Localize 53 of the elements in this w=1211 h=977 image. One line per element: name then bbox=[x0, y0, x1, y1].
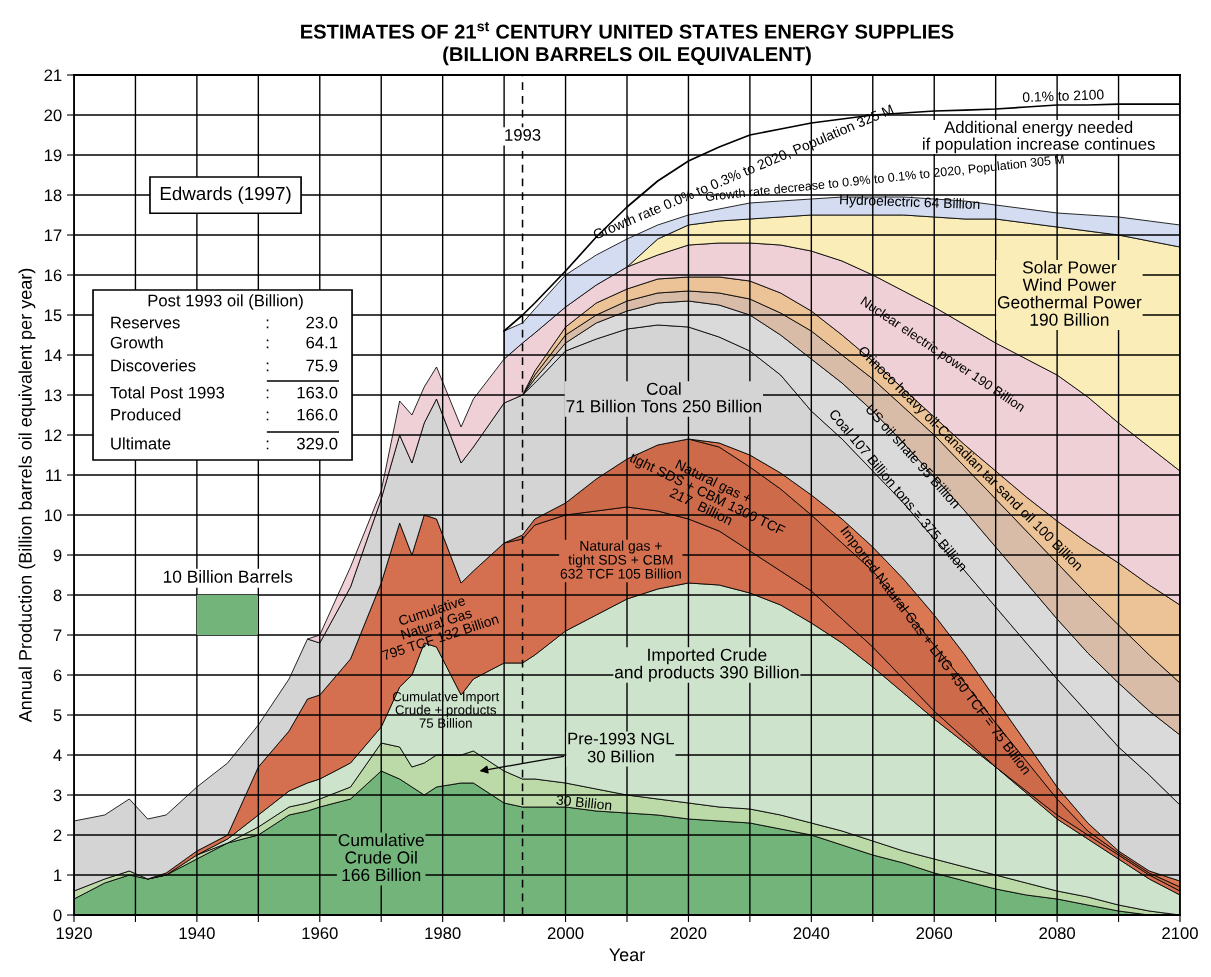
y-tick-label: 20 bbox=[44, 109, 62, 122]
annotation: Additional energy needed if population increase continues bbox=[923, 120, 1155, 154]
annotation: 10 Billion Barrels bbox=[163, 570, 293, 583]
annotation: Natural gas + tight SDS + CBM 632 TCF 105 Billion bbox=[560, 540, 681, 579]
y-tick-label: 3 bbox=[53, 789, 62, 802]
y-tick-label: 9 bbox=[53, 549, 62, 562]
annotation: Post 1993 oil (Billion) bbox=[148, 294, 303, 310]
text: Produced : 166.0 bbox=[111, 408, 338, 421]
y-tick-label: 18 bbox=[44, 189, 62, 202]
text: Growth : 64.1 bbox=[110, 336, 338, 349]
y-tick-label: 2 bbox=[53, 829, 62, 842]
y-axis-title: Annual Production (Billion barrels oil equivalent per year) bbox=[18, 268, 36, 723]
y-tick-label: 5 bbox=[53, 709, 62, 722]
x-tick-label: 1920 bbox=[56, 927, 92, 940]
annotation: 0.1% to 2100 bbox=[1022, 89, 1104, 103]
annotation: Edwards (1997) bbox=[160, 186, 291, 204]
annotation: Pre-1993 NGL 30 Billion bbox=[568, 732, 675, 763]
y-tick-label: 16 bbox=[44, 269, 62, 282]
annotation: Coal 71 Billion Tons 250 Billion bbox=[566, 382, 762, 413]
y-tick-label: 12 bbox=[44, 429, 62, 442]
text: Reserves : 23.0 bbox=[111, 316, 338, 329]
y-tick-label: 8 bbox=[53, 589, 62, 602]
annotation: Imported Crude and products 390 Billion bbox=[614, 648, 799, 682]
x-tick-label: 2060 bbox=[916, 927, 953, 940]
y-tick-label: 11 bbox=[46, 469, 62, 482]
x-tick-label: 2100 bbox=[1162, 927, 1198, 940]
y-tick-label: 6 bbox=[53, 669, 62, 682]
y-tick-label: 21 bbox=[44, 69, 62, 82]
text: Ultimate : 329.0 bbox=[111, 437, 338, 450]
ref-line-label: 1993 bbox=[505, 128, 541, 141]
chart-title: ESTIMATES OF 21$^{st}$ CENTURY UNITED STATES ENERGY SUPPLIES (BILLION BARRELS OIL EQUIVALENT) bbox=[301, 21, 954, 66]
y-tick-label: 4 bbox=[53, 749, 62, 762]
text: Total Post 1993 : 163.0 bbox=[110, 386, 338, 399]
y-tick-label: 14 bbox=[44, 349, 62, 362]
y-tick-label: 0 bbox=[53, 909, 62, 922]
y-tick-label: 19 bbox=[44, 149, 62, 162]
y-tick-label: 17 bbox=[44, 229, 62, 242]
y-tick-label: 10 bbox=[44, 509, 62, 522]
annotation: Cumulative Crude Oil 166 Billion bbox=[338, 833, 424, 882]
x-tick-label: 1960 bbox=[302, 927, 338, 940]
y-tick-label: 7 bbox=[53, 629, 62, 642]
y-tick-label: 1 bbox=[54, 869, 62, 882]
x-tick-label: 2080 bbox=[1039, 927, 1075, 940]
x-tick-label: 2040 bbox=[793, 927, 830, 940]
y-tick-label: 15 bbox=[44, 309, 62, 322]
y-tick-label: 13 bbox=[44, 389, 62, 402]
x-tick-label: 2020 bbox=[670, 927, 707, 940]
text: Discoveries : 75.9 bbox=[111, 359, 338, 372]
annotation: Solar Power Wind Power Geothermal Power 190 Billion bbox=[997, 260, 1142, 326]
x-tick-label: 1940 bbox=[179, 927, 215, 940]
x-axis-title: Year bbox=[609, 948, 645, 962]
x-tick-label: 1980 bbox=[425, 927, 461, 940]
x-tick-label: 2000 bbox=[547, 927, 584, 940]
